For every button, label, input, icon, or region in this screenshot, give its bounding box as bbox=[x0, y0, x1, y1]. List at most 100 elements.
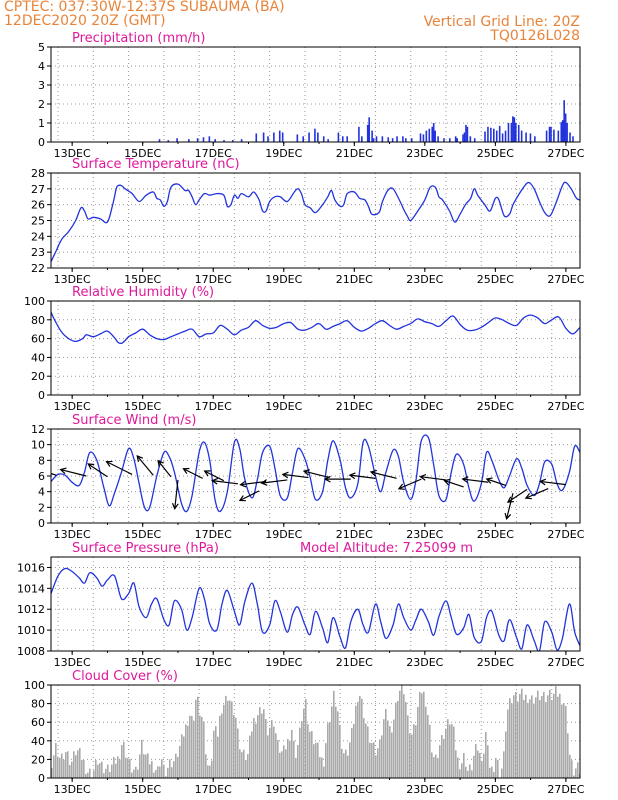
wind-arrow-head bbox=[504, 512, 512, 521]
wind-arrow-head bbox=[182, 467, 190, 475]
cloud-bar bbox=[325, 743, 327, 778]
cloud-bar bbox=[327, 723, 329, 778]
cloud-bar bbox=[163, 764, 165, 778]
header-model-code: TQ0126L028 bbox=[489, 28, 580, 44]
cloud-bar bbox=[545, 701, 547, 778]
cloud-bar bbox=[215, 726, 217, 778]
cloud-bar bbox=[81, 760, 83, 778]
panel-title: Relative Humidity (%) bbox=[72, 285, 214, 300]
cloud-bar bbox=[219, 715, 221, 778]
precip-bar bbox=[469, 136, 472, 142]
precip-bar bbox=[513, 117, 516, 142]
cloud-bar bbox=[105, 768, 107, 778]
cloud-bar bbox=[191, 716, 193, 778]
cloud-bar bbox=[361, 698, 363, 778]
cloud-bar bbox=[453, 726, 455, 778]
cloud-bar bbox=[523, 699, 525, 778]
y-tick-label: 1010 bbox=[17, 624, 45, 637]
cloud-bar bbox=[267, 735, 269, 778]
cloud-bar bbox=[237, 728, 239, 778]
precip-bar bbox=[493, 128, 495, 142]
cloud-bar bbox=[431, 752, 433, 778]
panel-title: Precipitation (mm/h) bbox=[72, 31, 205, 46]
precip-bar bbox=[337, 132, 340, 142]
cloud-bar bbox=[525, 694, 527, 778]
cloud-bar bbox=[509, 698, 511, 778]
cloud-bar bbox=[383, 719, 385, 778]
cloud-bar bbox=[171, 767, 173, 778]
cloud-bar bbox=[309, 731, 311, 778]
precip-bar bbox=[405, 138, 407, 142]
panel-frame bbox=[50, 300, 581, 396]
cloud-bar bbox=[235, 717, 237, 778]
cloud-bar bbox=[343, 753, 345, 778]
cloud-bar bbox=[277, 740, 279, 778]
cloud-bar bbox=[531, 695, 533, 778]
cloud-bar bbox=[475, 744, 477, 778]
cloud-bar bbox=[513, 695, 515, 778]
wind-arrow-head bbox=[239, 480, 247, 488]
cloud-bar bbox=[205, 754, 207, 778]
x-tick-label: 27DEC bbox=[547, 528, 584, 541]
cloud-bar bbox=[289, 740, 291, 778]
cloud-bar bbox=[275, 733, 277, 778]
x-tick-label: 17DEC bbox=[195, 273, 232, 286]
x-tick-label: 27DEC bbox=[547, 400, 584, 413]
precip-bar bbox=[517, 124, 520, 142]
cloud-bar bbox=[291, 730, 293, 778]
cloud-bar bbox=[209, 765, 211, 778]
precip-bar bbox=[176, 138, 178, 142]
y-tick-label: 28 bbox=[31, 167, 45, 180]
cloud-bar bbox=[253, 717, 255, 778]
cloud-bar bbox=[259, 707, 261, 778]
cloud-bar bbox=[493, 772, 495, 778]
precip-bar bbox=[465, 124, 467, 142]
cloud-bar bbox=[307, 724, 309, 778]
cloud-bar bbox=[165, 776, 167, 778]
wind-arrow bbox=[444, 479, 464, 488]
precip-bar bbox=[515, 123, 517, 142]
cloud-bar bbox=[473, 755, 475, 778]
precip-bar bbox=[358, 126, 360, 142]
cloud-bar bbox=[153, 772, 155, 778]
cloud-bar bbox=[89, 768, 91, 778]
cloud-bar bbox=[183, 736, 185, 778]
cloud-bar bbox=[283, 745, 285, 778]
precip-bar bbox=[402, 136, 404, 142]
cloud-bar bbox=[53, 755, 55, 778]
cloud-bar bbox=[245, 759, 247, 778]
cloud-bar bbox=[103, 773, 105, 778]
cloud-bar bbox=[515, 691, 517, 778]
precip-bar bbox=[296, 134, 299, 142]
panel-title: Surface Pressure (hPa) bbox=[72, 541, 219, 556]
precip-bar bbox=[525, 132, 527, 142]
wind-arrow-head bbox=[419, 473, 427, 481]
x-tick-label: 23DEC bbox=[406, 273, 443, 286]
precip-bar bbox=[396, 136, 398, 142]
precip-bar bbox=[534, 136, 536, 142]
cloud-bar bbox=[125, 757, 127, 778]
wind-arrow bbox=[506, 493, 514, 519]
y-tick-label: 2 bbox=[38, 501, 45, 514]
wind-arrow bbox=[239, 490, 260, 502]
y-tick-label: 22 bbox=[31, 262, 45, 275]
precip-bar bbox=[520, 130, 523, 142]
cloud-bar bbox=[349, 742, 351, 778]
cloud-bar bbox=[359, 695, 361, 778]
cloud-bar bbox=[185, 724, 187, 778]
cloud-bar bbox=[51, 767, 53, 778]
cloud-bar bbox=[461, 763, 463, 778]
precip-bar bbox=[463, 132, 466, 142]
wind-arrow-head bbox=[281, 471, 289, 479]
cloud-bar bbox=[365, 723, 367, 778]
y-tick-label: 8 bbox=[38, 454, 45, 467]
y-tick-label: 26 bbox=[31, 199, 45, 212]
wind-arrow-head bbox=[461, 476, 469, 484]
precip-bar bbox=[456, 138, 458, 142]
x-tick-label: 15DEC bbox=[124, 273, 161, 286]
cloud-bar bbox=[227, 700, 229, 778]
precip-bar bbox=[454, 136, 457, 142]
cloud-bar bbox=[157, 766, 159, 778]
y-tick-label: 60 bbox=[31, 716, 45, 729]
